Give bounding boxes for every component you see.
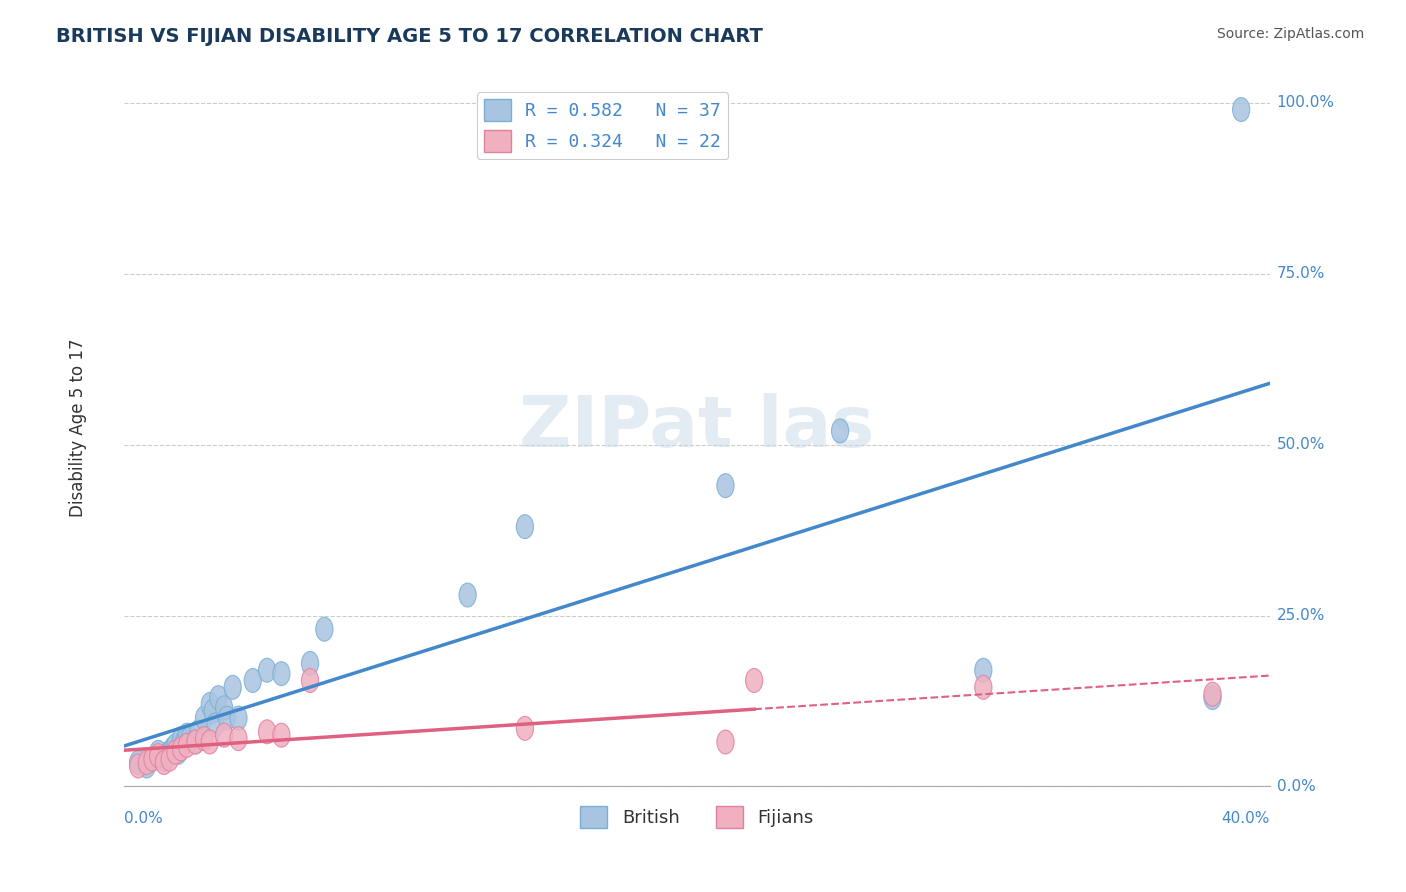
Ellipse shape [1233,97,1250,121]
Ellipse shape [273,662,290,686]
Ellipse shape [181,727,198,750]
Ellipse shape [155,750,173,774]
Ellipse shape [204,699,221,723]
Ellipse shape [301,668,319,692]
Ellipse shape [167,733,184,757]
Ellipse shape [259,720,276,744]
Ellipse shape [516,716,533,740]
Text: Disability Age 5 to 17: Disability Age 5 to 17 [69,338,87,516]
Ellipse shape [201,692,218,716]
Ellipse shape [173,737,190,761]
Text: 25.0%: 25.0% [1277,608,1324,623]
Ellipse shape [224,675,242,699]
Text: Source: ZipAtlas.com: Source: ZipAtlas.com [1216,27,1364,41]
Ellipse shape [458,583,477,607]
Ellipse shape [187,730,204,754]
Ellipse shape [218,706,236,730]
Text: 0.0%: 0.0% [124,812,163,827]
Text: BRITISH VS FIJIAN DISABILITY AGE 5 TO 17 CORRELATION CHART: BRITISH VS FIJIAN DISABILITY AGE 5 TO 17… [56,27,763,45]
Ellipse shape [167,740,184,764]
Ellipse shape [1204,682,1220,706]
Ellipse shape [229,727,247,750]
Text: 0.0%: 0.0% [1277,779,1316,794]
Ellipse shape [207,713,224,737]
Ellipse shape [215,723,233,747]
Ellipse shape [129,750,146,774]
Text: 40.0%: 40.0% [1222,812,1270,827]
Ellipse shape [173,727,190,750]
Ellipse shape [155,747,173,771]
Ellipse shape [179,723,195,747]
Ellipse shape [259,658,276,682]
Ellipse shape [162,747,179,771]
Ellipse shape [149,744,167,768]
Ellipse shape [138,754,155,778]
Ellipse shape [190,720,207,744]
Ellipse shape [245,668,262,692]
Ellipse shape [165,737,181,761]
Ellipse shape [143,747,162,771]
Ellipse shape [273,723,290,747]
Ellipse shape [170,740,187,764]
Text: 50.0%: 50.0% [1277,437,1324,452]
Ellipse shape [745,668,762,692]
Ellipse shape [209,686,226,709]
Ellipse shape [138,750,155,774]
Ellipse shape [717,474,734,498]
Ellipse shape [717,730,734,754]
Ellipse shape [215,696,233,720]
Ellipse shape [301,651,319,675]
Text: 100.0%: 100.0% [1277,95,1334,111]
Ellipse shape [149,740,167,764]
Ellipse shape [974,658,991,682]
Text: ZIPat las: ZIPat las [519,393,875,462]
Text: 75.0%: 75.0% [1277,266,1324,281]
Ellipse shape [195,727,212,750]
Ellipse shape [143,747,162,771]
Ellipse shape [187,730,204,754]
Ellipse shape [129,754,146,778]
Legend: British, Fijians: British, Fijians [574,798,821,835]
Ellipse shape [831,419,849,443]
Ellipse shape [1204,686,1220,709]
Ellipse shape [195,706,212,730]
Ellipse shape [516,515,533,539]
Ellipse shape [176,730,193,754]
Ellipse shape [159,744,176,768]
Ellipse shape [974,675,991,699]
Ellipse shape [316,617,333,641]
Ellipse shape [179,733,195,757]
Ellipse shape [201,730,218,754]
Ellipse shape [162,740,179,764]
Ellipse shape [229,706,247,730]
